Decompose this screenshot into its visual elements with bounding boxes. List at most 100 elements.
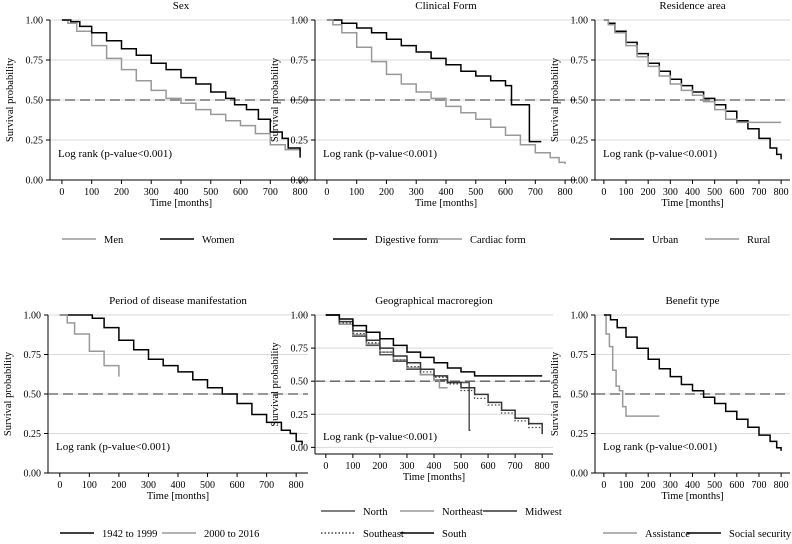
legend-label: South [442,529,467,540]
chart-title: Clinical Form [415,0,477,12]
x-tick-label: 200 [641,480,656,491]
x-tick-label: 300 [663,480,678,491]
x-tick-label: 100 [82,480,97,491]
y-tick-label: 0.25 [24,429,42,440]
x-tick-label: 800 [558,187,573,198]
annotation-text: Log rank (p-value<0.001) [603,441,717,453]
x-tick-label: 300 [409,187,424,198]
series-line [603,19,782,124]
y-tick-label: 1.00 [571,16,589,27]
annotation-text: Log rank (p-value<0.001) [56,441,170,453]
x-tick-label: 0 [323,461,328,472]
y-tick-label: 0.50 [26,96,44,107]
legend-label: Women [202,235,235,246]
y-axis-label: Survival probability [270,342,281,427]
series-line [325,314,471,431]
y-tick-label: 0.50 [291,377,309,388]
x-tick-label: 200 [641,187,656,198]
series-line [603,314,660,417]
y-tick-label: 1.00 [291,16,309,27]
x-tick-label: 500 [707,480,722,491]
x-tick-label: 800 [774,187,789,198]
x-tick-label: 100 [349,187,364,198]
y-tick-label: 0.00 [291,443,309,454]
legend-label: North [363,507,388,518]
y-tick-label: 0.50 [24,390,42,401]
x-tick-label: 300 [144,187,159,198]
x-tick-label: 100 [84,187,99,198]
series-line [326,19,566,164]
series-line [59,314,303,445]
legend-label: Men [104,235,124,246]
series-line [325,314,543,377]
chart-title: Period of disease manifestation [109,295,247,307]
x-axis-label: Time [months] [661,198,723,209]
legend-label: Southeast [363,529,404,540]
x-tick-label: 400 [171,480,186,491]
y-tick-label: 0.00 [291,176,309,187]
y-tick-label: 1.00 [26,16,44,27]
x-axis-label: Time [months] [661,491,723,502]
series-line [59,314,120,377]
y-tick-label: 0.50 [571,96,589,107]
x-tick-label: 600 [233,187,248,198]
x-tick-label: 600 [230,480,245,491]
x-tick-label: 800 [774,480,789,491]
x-tick-label: 500 [468,187,483,198]
x-tick-label: 700 [528,187,543,198]
series-line [326,19,542,143]
series-line [603,19,782,160]
y-tick-label: 0.00 [24,469,42,480]
legend-label: Digestive form [375,235,438,246]
x-tick-label: 400 [685,187,700,198]
x-tick-label: 700 [508,461,523,472]
x-tick-label: 0 [324,187,329,198]
legend-label: Midwest [525,507,562,518]
x-tick-label: 600 [498,187,513,198]
x-tick-label: 100 [345,461,360,472]
series-line [325,314,448,389]
x-tick-label: 100 [619,480,634,491]
y-axis-label: Survival probability [550,351,561,436]
y-tick-label: 0.50 [291,96,309,107]
x-tick-label: 700 [263,187,278,198]
legend-label: Cardiac form [470,235,526,246]
x-tick-label: 200 [114,187,129,198]
legend-label: 1942 to 1999 [102,529,157,540]
x-tick-label: 700 [751,480,766,491]
x-tick-label: 200 [111,480,126,491]
chart-title: Residence area [659,0,725,12]
chart-title: Geographical macroregion [375,295,493,307]
y-tick-label: 0.25 [26,136,44,147]
legend-label: Rural [747,235,770,246]
y-tick-label: 0.00 [571,469,589,480]
y-tick-label: 1.00 [571,311,589,322]
x-tick-label: 500 [454,461,469,472]
chart-panel-3: Residence area 0.00 0.25 0.50 0.75 1.00 0 100 20… [550,0,790,246]
x-tick-label: 800 [289,480,304,491]
y-tick-label: 0.25 [571,429,589,440]
x-tick-label: 200 [379,187,394,198]
x-tick-label: 800 [535,461,550,472]
y-tick-label: 0.50 [571,390,589,401]
x-tick-label: 600 [481,461,496,472]
x-tick-label: 700 [259,480,274,491]
x-tick-label: 100 [619,187,634,198]
chart-panel-2: Clinical Form 0.00 0.25 0.50 0.75 1.00 0 100 200… [270,0,577,246]
y-tick-label: 0.75 [571,350,589,361]
annotation-text: Log rank (p-value<0.001) [323,431,437,443]
y-tick-label: 0.00 [26,176,44,187]
y-axis-label: Survival probability [3,351,14,436]
y-tick-label: 0.75 [24,350,42,361]
series-line [325,314,543,435]
x-tick-label: 600 [729,480,744,491]
legend-label: Assistance [645,529,690,540]
y-axis-label: Survival probability [5,57,16,142]
series-line [61,19,301,158]
x-tick-label: 600 [729,187,744,198]
legend-label: 2000 to 2016 [204,529,259,540]
y-tick-label: 1.00 [291,311,309,322]
x-tick-label: 500 [203,187,218,198]
y-tick-label: 0.00 [571,176,589,187]
